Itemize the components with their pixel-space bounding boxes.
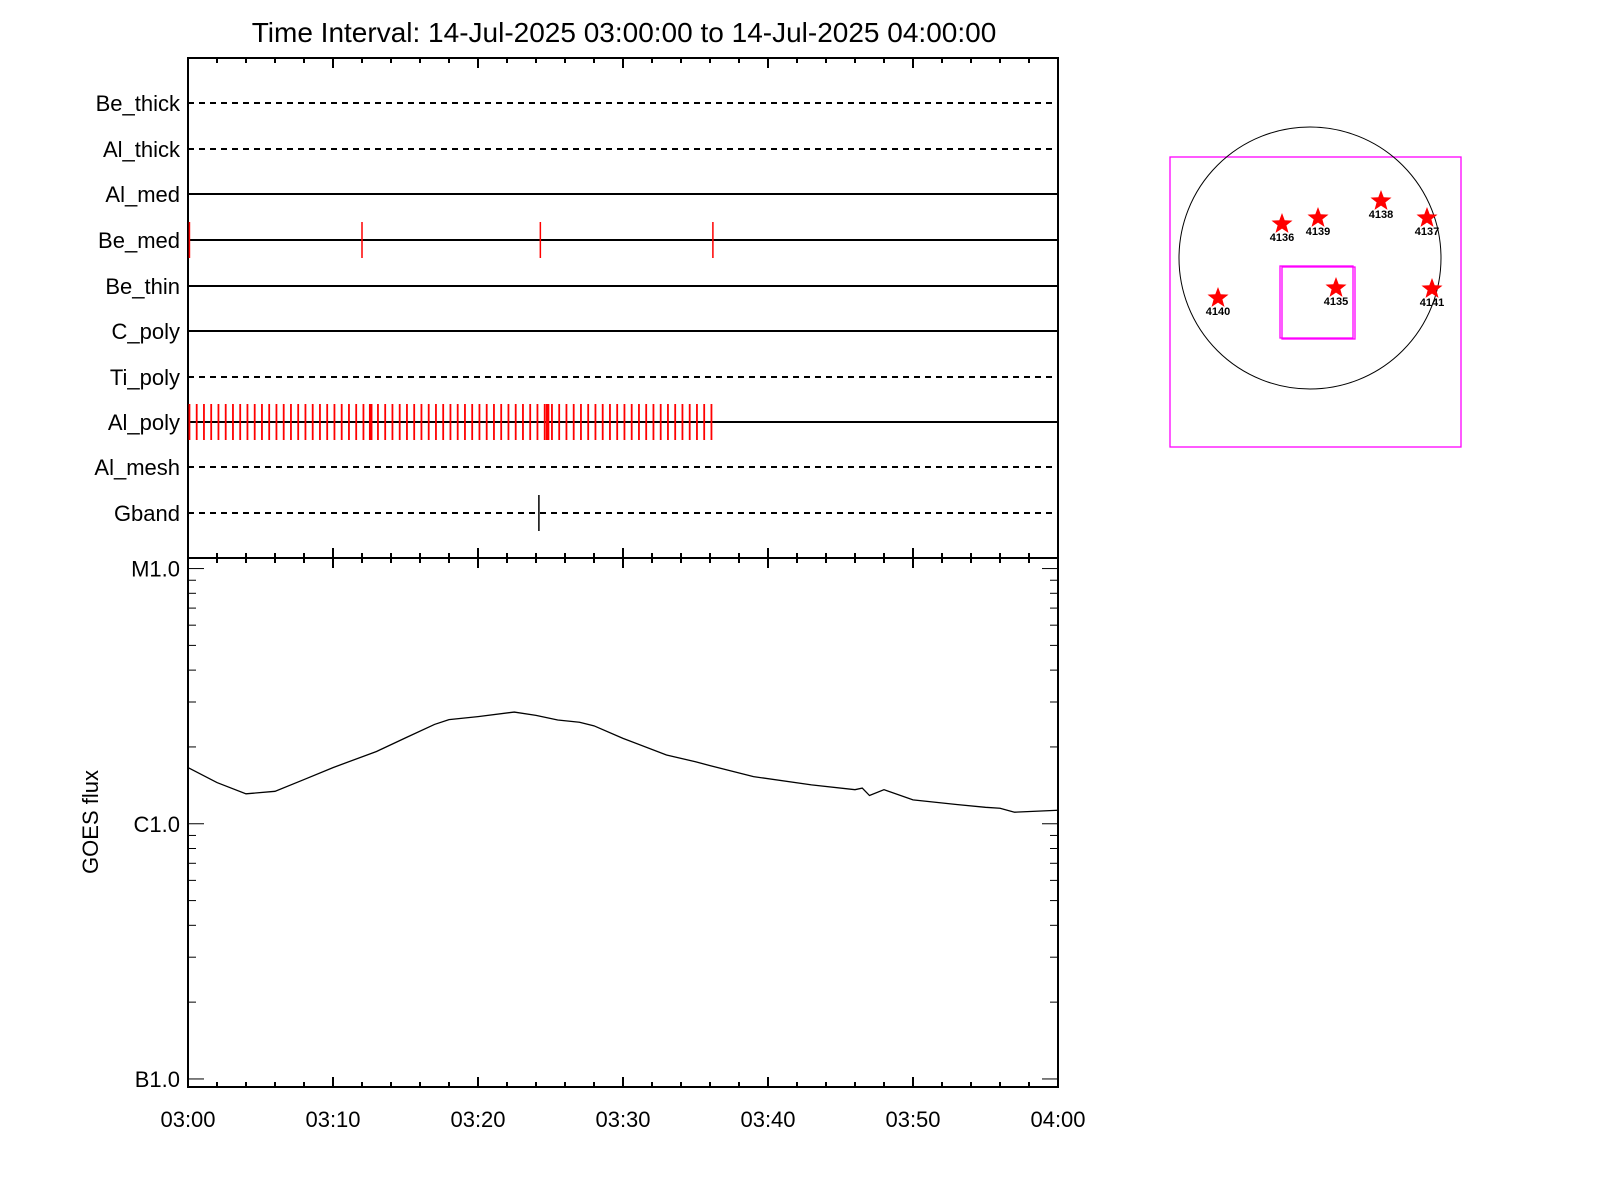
active-region-label: 4139 <box>1306 226 1330 238</box>
active-region-star-icon <box>1207 287 1229 307</box>
x-tick-label: 03:10 <box>305 1107 360 1132</box>
y-axis-label: GOES flux <box>78 770 103 874</box>
row-label-al-med: Al_med <box>105 182 180 207</box>
row-label-be-thick: Be_thick <box>96 91 181 116</box>
active-region-star-icon <box>1307 207 1329 227</box>
target-box <box>1281 266 1356 340</box>
y-tick-label: M1.0 <box>131 557 180 582</box>
x-tick-label: 04:00 <box>1030 1107 1085 1132</box>
active-region-star-icon <box>1370 190 1392 210</box>
active-region-star-icon <box>1416 207 1438 227</box>
row-label-al-poly: Al_poly <box>108 410 180 435</box>
row-label-al-thick: Al_thick <box>103 137 181 162</box>
goes-flux-line <box>187 711 1059 813</box>
timeline-panel: Be_thick Al_thick Al_med Be_med Be_thin C_pol… <box>94 57 1059 559</box>
goes-panel: 03:00 03:10 03:20 03:30 03:40 03:50 04:00 B1.0 C… <box>78 557 1086 1132</box>
y-tick-label: B1.0 <box>135 1067 180 1092</box>
target-box <box>1279 265 1354 339</box>
active-region-label: 4136 <box>1270 232 1294 244</box>
sun-map: 4136 4139 4138 4137 4140 4135 4141 <box>1169 126 1462 448</box>
active-region-star-icon <box>1325 277 1347 297</box>
field-of-view-box <box>1169 156 1462 448</box>
y-tick-label: C1.0 <box>134 812 180 837</box>
active-region-label: 4140 <box>1206 306 1230 318</box>
x-tick-label: 03:40 <box>740 1107 795 1132</box>
row-label-be-med: Be_med <box>98 228 180 253</box>
solar-disk <box>1178 126 1442 390</box>
active-region-label: 4137 <box>1415 226 1439 238</box>
row-label-gband: Gband <box>114 501 180 526</box>
x-tick-label: 03:50 <box>885 1107 940 1132</box>
active-region-label: 4138 <box>1369 209 1393 221</box>
goes-frame <box>187 557 1059 1088</box>
chart-title: Time Interval: 14-Jul-2025 03:00:00 to 1… <box>252 17 997 48</box>
row-label-al-mesh: Al_mesh <box>94 455 180 480</box>
active-region-star-icon <box>1271 213 1293 233</box>
x-tick-label: 03:20 <box>450 1107 505 1132</box>
active-region-label: 4141 <box>1420 297 1444 309</box>
active-region-label: 4135 <box>1324 296 1348 308</box>
active-region-star-icon <box>1421 278 1443 298</box>
row-label-ti-poly: Ti_poly <box>110 365 180 390</box>
row-label-c-poly: C_poly <box>112 319 180 344</box>
timeline-frame <box>187 57 1059 559</box>
x-tick-label: 03:00 <box>160 1107 215 1132</box>
x-tick-label: 03:30 <box>595 1107 650 1132</box>
row-label-be-thin: Be_thin <box>105 274 180 299</box>
